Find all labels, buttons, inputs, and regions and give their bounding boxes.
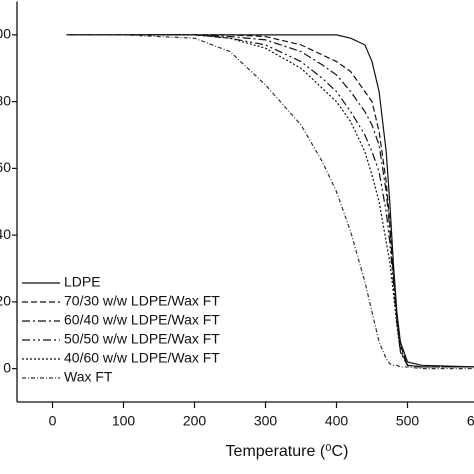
series-line bbox=[66, 34, 474, 368]
series-line bbox=[66, 34, 474, 370]
x-axis-title: Temperature (⁰C) bbox=[226, 443, 349, 460]
x-tick-label: 200 bbox=[183, 413, 207, 429]
legend-label: LDPE bbox=[64, 274, 101, 290]
y-tick-label: 40 bbox=[0, 226, 11, 242]
y-tick-label: 60 bbox=[0, 159, 11, 175]
legend-label: 60/40 w/w LDPE/Wax FT bbox=[64, 312, 220, 328]
x-tick-label: 100 bbox=[112, 413, 136, 429]
x-tick-label: 600 bbox=[467, 413, 474, 429]
x-tick-label: 500 bbox=[396, 413, 420, 429]
legend-label: Wax FT bbox=[64, 369, 113, 385]
y-tick-label: 100 bbox=[0, 26, 11, 42]
x-tick-label: 300 bbox=[254, 413, 278, 429]
x-tick-label: 0 bbox=[49, 413, 57, 429]
x-tick-label: 400 bbox=[325, 413, 349, 429]
y-tick-label: 80 bbox=[0, 92, 11, 108]
legend-label: 40/60 w/w LDPE/Wax FT bbox=[64, 350, 220, 366]
y-tick-label: 0 bbox=[3, 359, 11, 375]
y-tick-label: 20 bbox=[0, 293, 11, 309]
legend-label: 50/50 w/w LDPE/Wax FT bbox=[64, 331, 220, 347]
legend-label: 70/30 w/w LDPE/Wax FT bbox=[64, 293, 220, 309]
